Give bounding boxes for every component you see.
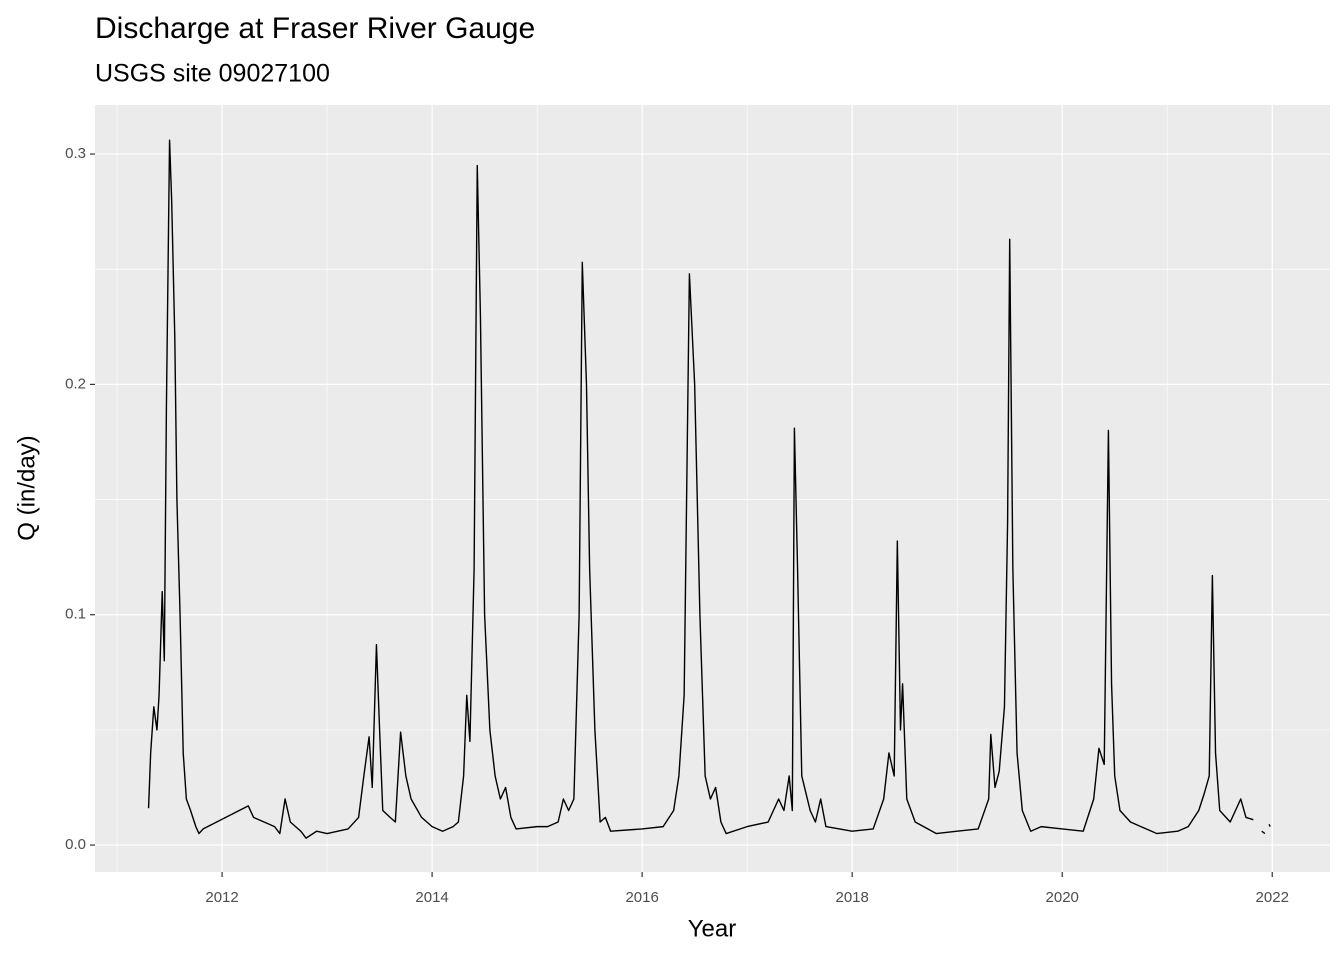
chart-subtitle: USGS site 09027100 — [95, 60, 330, 88]
y-tick-label: 0.0 — [65, 836, 86, 853]
y-axis-title: Q (in/day) — [13, 435, 40, 540]
y-tick-label: 0.3 — [65, 145, 86, 162]
x-tick-label: 2022 — [1256, 889, 1289, 906]
y-tick-label: 0.1 — [65, 606, 86, 623]
chart-title: Discharge at Fraser River Gauge — [95, 12, 535, 45]
x-tick-label: 2016 — [625, 889, 658, 906]
x-tick-label: 2018 — [835, 889, 868, 906]
line-series — [147, 139, 1271, 839]
y-tick-label: 0.2 — [65, 375, 86, 392]
plot-panel — [95, 105, 1330, 872]
x-tick-label: 2014 — [415, 889, 448, 906]
x-tick-label: 2020 — [1046, 889, 1079, 906]
x-axis-title: Year — [688, 915, 737, 942]
x-tick-label: 2012 — [205, 889, 238, 906]
